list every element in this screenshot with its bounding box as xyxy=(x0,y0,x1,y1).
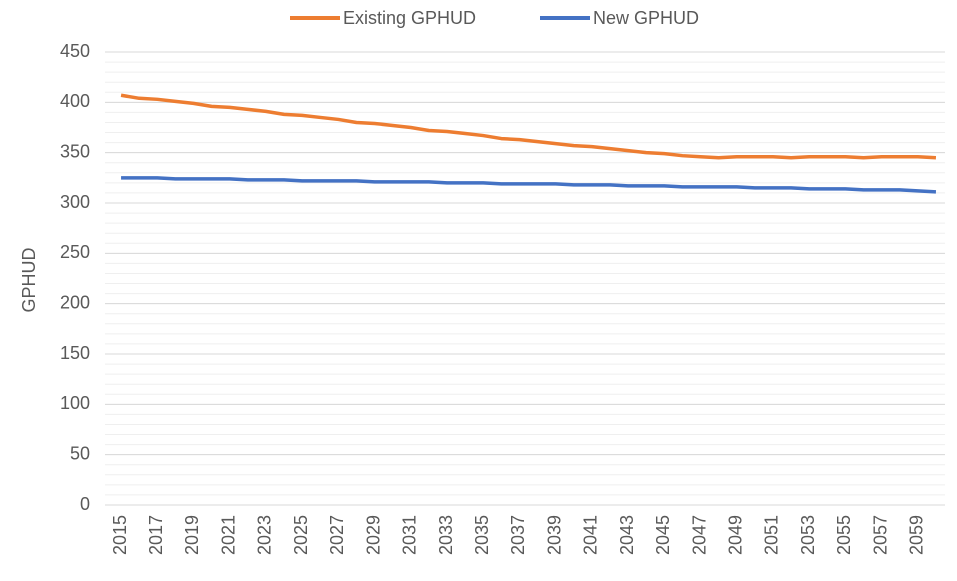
x-tick-label: 2025 xyxy=(291,515,311,555)
x-tick-label: 2053 xyxy=(798,515,818,555)
x-tick-label: 2051 xyxy=(762,515,782,555)
line-series xyxy=(121,176,937,194)
x-tick-label: 2037 xyxy=(508,515,528,555)
x-tick-label: 2019 xyxy=(182,515,202,555)
x-tick-label: 2043 xyxy=(617,515,637,555)
x-tick-label: 2027 xyxy=(327,515,347,555)
x-tick-label: 2031 xyxy=(400,515,420,555)
y-tick-label: 0 xyxy=(80,494,90,514)
x-tick-label: 2049 xyxy=(726,515,746,555)
x-tick-label: 2041 xyxy=(581,515,601,555)
legend-label: New GPHUD xyxy=(593,8,699,28)
x-tick-label: 2059 xyxy=(907,515,927,555)
y-axis-label: GPHUD xyxy=(19,247,39,312)
y-tick-label: 50 xyxy=(70,443,90,463)
x-tick-label: 2039 xyxy=(544,515,564,555)
y-tick-label: 150 xyxy=(60,343,90,363)
x-tick-label: 2029 xyxy=(363,515,383,555)
x-tick-label: 2057 xyxy=(870,515,890,555)
y-tick-label: 200 xyxy=(60,292,90,312)
y-tick-label: 400 xyxy=(60,91,90,111)
x-tick-label: 2023 xyxy=(255,515,275,555)
x-tick-label: 2033 xyxy=(436,515,456,555)
legend-label: Existing GPHUD xyxy=(343,8,476,28)
x-tick-label: 2021 xyxy=(218,515,238,555)
y-tick-label: 450 xyxy=(60,41,90,61)
x-tick-label: 2015 xyxy=(110,515,130,555)
x-tick-label: 2045 xyxy=(653,515,673,555)
y-tick-label: 250 xyxy=(60,242,90,262)
x-tick-label: 2017 xyxy=(146,515,166,555)
y-tick-label: 300 xyxy=(60,192,90,212)
x-tick-label: 2055 xyxy=(834,515,854,555)
y-tick-label: 100 xyxy=(60,393,90,413)
x-tick-label: 2047 xyxy=(689,515,709,555)
line-series xyxy=(120,93,937,160)
x-tick-label: 2035 xyxy=(472,515,492,555)
y-tick-label: 350 xyxy=(60,141,90,161)
